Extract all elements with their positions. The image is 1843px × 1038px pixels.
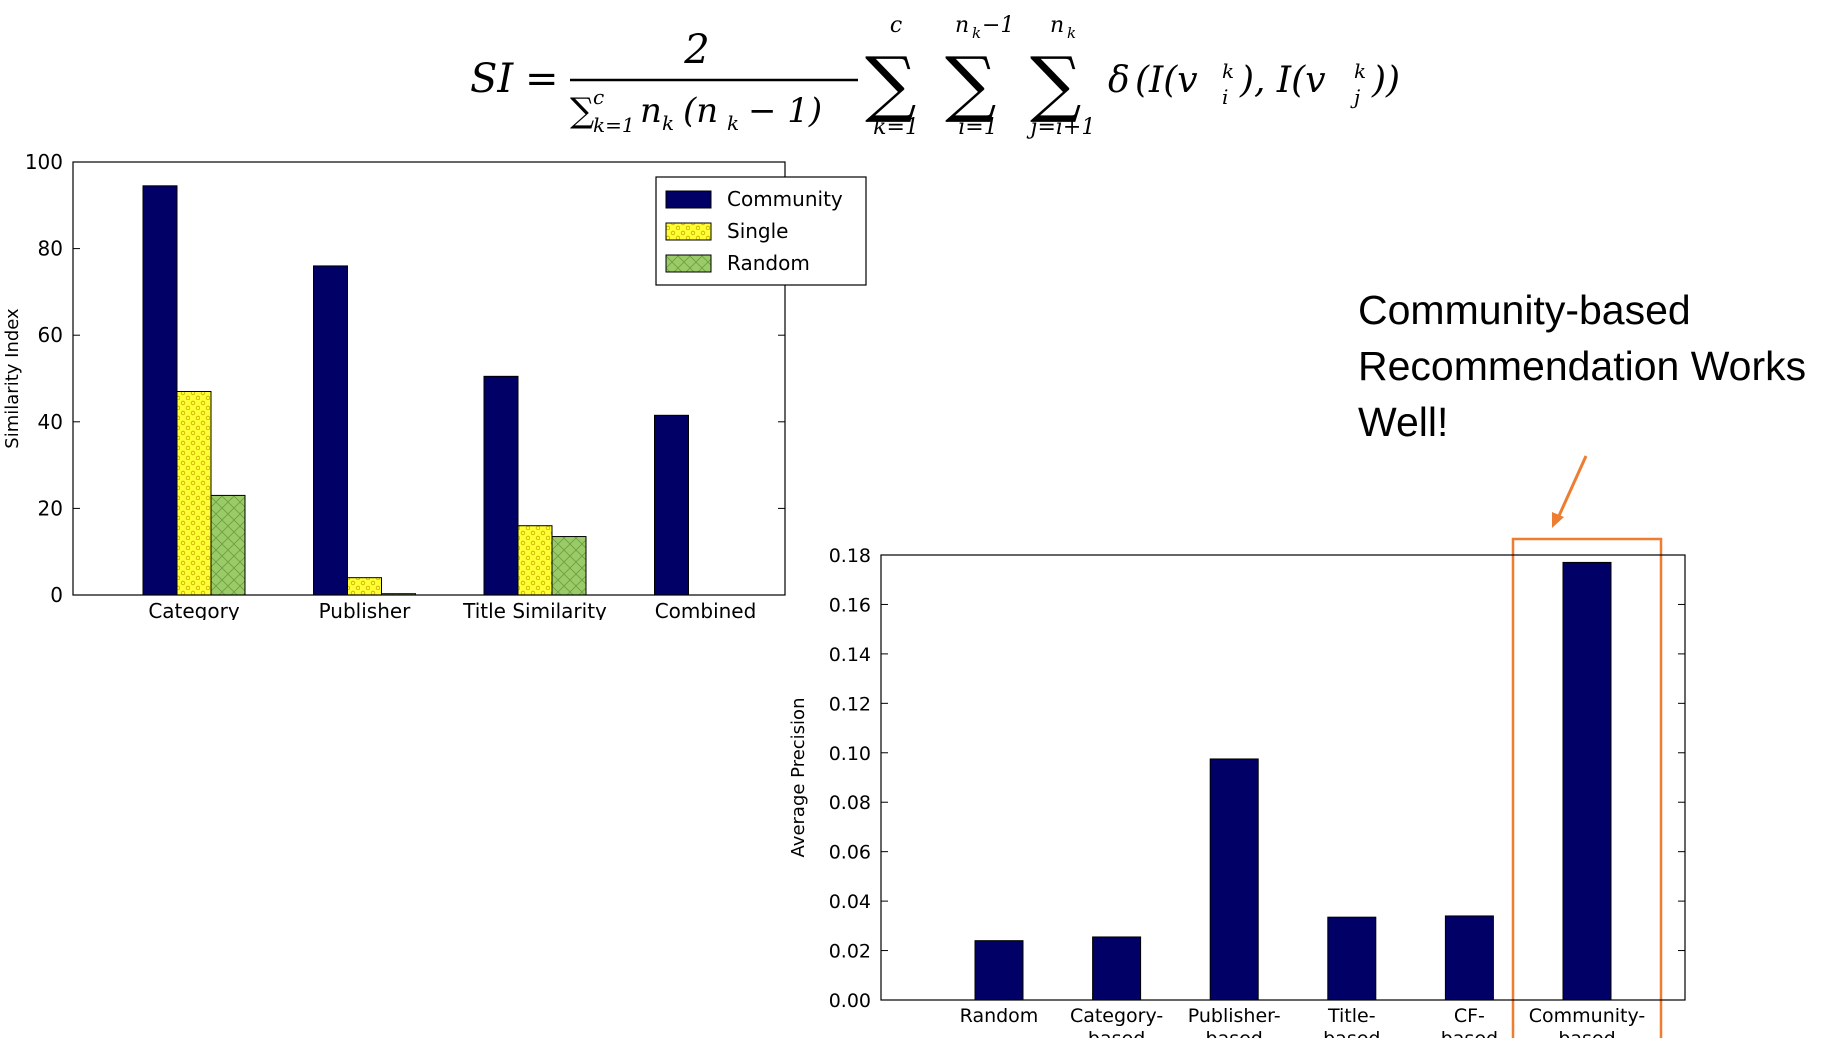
formula-equals: = xyxy=(525,56,559,102)
plot-frame xyxy=(880,554,1686,1001)
sum-3-sup-sub: k xyxy=(1067,24,1076,42)
x-tick-label-1: Publisher xyxy=(319,599,412,620)
y-axis-label: Similarity Index xyxy=(2,308,23,449)
annotation-text: Community-based Recommendation Works Wel… xyxy=(1358,282,1806,450)
bar-precision-1 xyxy=(1092,936,1142,1001)
legend-swatch-random xyxy=(665,254,712,273)
formula-vj-sub: j xyxy=(1350,85,1360,109)
bar-community-2 xyxy=(483,375,519,596)
formula-denominator-n: n xyxy=(640,91,662,131)
x-tick-label-4: CF-based xyxy=(1441,1005,1498,1038)
bar-precision-0 xyxy=(974,940,1024,1001)
formula-term-mid: ), I(v xyxy=(1239,60,1326,101)
bar-community-3 xyxy=(654,414,689,596)
sum-2-sigma: ∑ xyxy=(945,41,996,125)
bar-single-0 xyxy=(176,390,212,596)
bar-precision-3 xyxy=(1327,916,1377,1001)
y-tick-label-9: 0.18 xyxy=(829,545,871,567)
x-tick-label-0: Category xyxy=(148,599,240,620)
y-tick-label-2: 0.04 xyxy=(829,891,871,913)
sum-3-sub: j=i+1 xyxy=(1026,115,1096,140)
x-tick-label-3: Title-based xyxy=(1323,1005,1380,1038)
x-tick-label-0: Random xyxy=(960,1005,1039,1027)
sum-2-sup: n xyxy=(955,13,969,38)
formula-denominator-paren-sub: k xyxy=(727,111,739,135)
y-tick-label-3: 0.06 xyxy=(829,842,871,864)
bar-precision-5 xyxy=(1562,561,1612,1001)
x-tick-label-1: Category-based xyxy=(1070,1005,1163,1038)
formula-term-close: )) xyxy=(1371,60,1400,101)
bar-single-2 xyxy=(517,525,553,596)
formula-denominator-n-sub: k xyxy=(662,111,674,135)
annotation-line-3: Well! xyxy=(1358,399,1449,445)
y-tick-label-0: 0.00 xyxy=(829,990,871,1012)
annotation-arrow xyxy=(1552,455,1588,528)
formula-vj-sup: k xyxy=(1354,59,1366,83)
y-tick-label-1: 0.02 xyxy=(829,941,871,963)
y-tick-label-4: 0.08 xyxy=(829,792,871,814)
bar-single-1 xyxy=(347,577,382,596)
bar-precision-2 xyxy=(1209,758,1259,1001)
formula-denominator-sub: k=1 xyxy=(593,113,635,137)
y-tick-label-8: 0.16 xyxy=(829,594,871,616)
average-precision-chart: Random Category-based Publisher-based Title… xyxy=(788,537,1686,1038)
formula-term-open: (I(v xyxy=(1135,60,1198,101)
y-tick-label-5: 0.10 xyxy=(829,743,871,765)
legend-swatch-single xyxy=(665,222,712,241)
x-tick-label-2: Title Similarity xyxy=(462,599,607,620)
sum-1-sup: c xyxy=(890,13,902,38)
annotation-line-2: Recommendation Works xyxy=(1358,343,1807,389)
y-tick-label-4: 80 xyxy=(38,237,63,261)
y-tick-label-0: 0 xyxy=(50,583,63,607)
formula-vi-sub: i xyxy=(1222,85,1228,109)
formula-denominator-paren: (n xyxy=(683,91,718,131)
legend-label-random: Random xyxy=(727,251,810,275)
legend-label-single: Single xyxy=(727,219,788,243)
x-tick-label-5: Community-based xyxy=(1529,1005,1646,1038)
sum-1-sigma: ∑ xyxy=(865,41,916,125)
formula-vi-sup: k xyxy=(1222,59,1234,83)
sum-3-sup: n xyxy=(1050,13,1064,38)
legend-swatch-community xyxy=(665,190,712,209)
y-tick-label-3: 60 xyxy=(38,323,63,347)
x-tick-label-3: Combined xyxy=(655,599,757,620)
y-tick-label-6: 0.12 xyxy=(829,693,871,715)
similarity-index-chart: Category Publisher Title Similarity Combine… xyxy=(2,150,867,620)
y-axis-label: Average Precision xyxy=(788,698,809,858)
y-tick-label-7: 0.14 xyxy=(829,644,871,666)
y-tick-label-2: 40 xyxy=(38,410,63,434)
sum-3-sigma: ∑ xyxy=(1030,41,1081,125)
formula-delta: δ xyxy=(1108,60,1130,101)
x-tick-label-2: Publisher-based xyxy=(1188,1005,1281,1038)
bar-random-2 xyxy=(551,536,587,596)
bar-random-0 xyxy=(210,494,246,596)
sum-2-sup-sub: k xyxy=(972,24,981,42)
bar-community-0 xyxy=(142,185,178,596)
similarity-index-formula: SI = 2 ∑ c k=1 n k (n k − 1) ∑ c k=1 ∑ n… xyxy=(470,13,1400,140)
formula-denominator-end: − 1) xyxy=(748,91,822,131)
legend: Community Single Random xyxy=(655,176,867,286)
bar-community-1 xyxy=(313,265,348,596)
annotation-line-1: Community-based xyxy=(1358,287,1691,333)
formula-denominator-sup: c xyxy=(593,85,604,109)
y-tick-label-5: 100 xyxy=(25,150,63,174)
sum-2-sup-rest: −1 xyxy=(982,13,1014,38)
legend-label-community: Community xyxy=(727,187,843,211)
formula-numerator: 2 xyxy=(683,27,709,73)
sum-2-sub: i=1 xyxy=(958,115,997,140)
plot-frame xyxy=(72,161,786,596)
formula-lhs: SI xyxy=(470,56,514,102)
formula-denominator-sum: ∑ xyxy=(570,91,594,131)
highlight-box xyxy=(1511,537,1663,1038)
sum-1-sub: k=1 xyxy=(873,115,919,140)
bar-precision-4 xyxy=(1444,915,1494,1001)
y-tick-label-1: 20 xyxy=(38,496,63,520)
